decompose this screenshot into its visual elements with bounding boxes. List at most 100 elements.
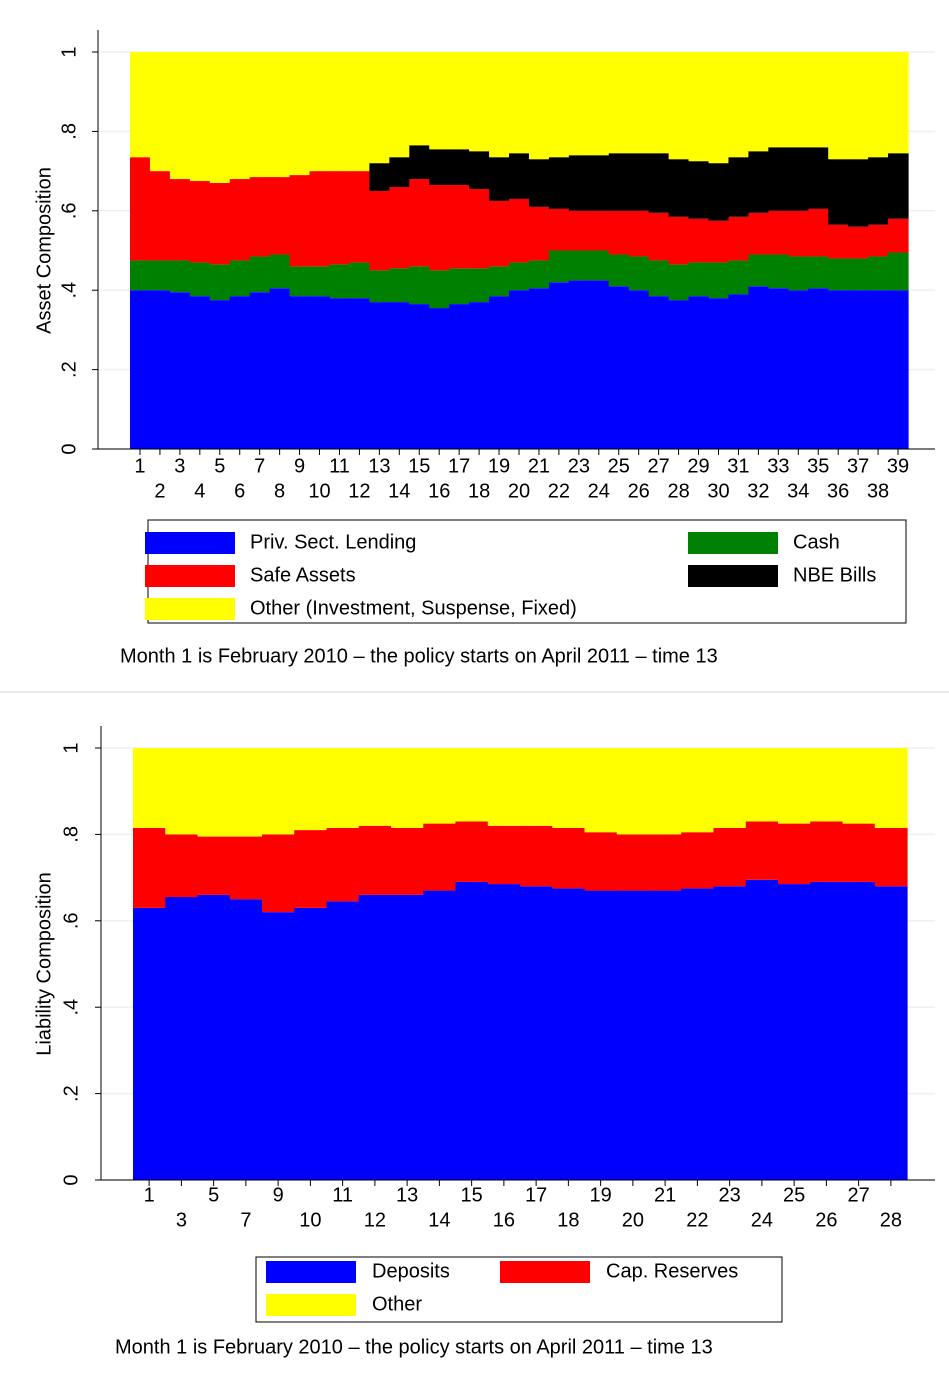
x-tick-label: 3	[174, 455, 185, 477]
bar-segment	[423, 823, 457, 891]
bar-segment	[588, 280, 610, 449]
bar-segment	[229, 836, 263, 900]
legend-label: Priv. Sect. Lending	[250, 531, 416, 553]
bar-segment	[391, 827, 424, 895]
legend-label: Cap. Reserves	[606, 1260, 738, 1282]
bar-segment	[409, 266, 430, 305]
bar-segment	[528, 288, 550, 449]
x-tick-label: 12	[348, 480, 370, 502]
bar-segment	[713, 748, 747, 828]
bar-segment	[788, 256, 809, 291]
bar-segment	[828, 224, 849, 259]
bar-segment	[389, 157, 410, 187]
bar-segment	[728, 157, 750, 217]
x-tick-label: 12	[364, 1209, 386, 1231]
bar-segment	[509, 262, 530, 291]
x-tick-label: 1	[134, 455, 145, 477]
bar-segment	[294, 830, 328, 908]
y-tick-label: 0	[58, 443, 80, 454]
bar-segment	[745, 821, 779, 880]
bar-segment	[169, 179, 191, 261]
x-tick-label: 19	[590, 1184, 612, 1206]
bar-segment	[713, 827, 747, 887]
x-tick-label: 30	[707, 480, 729, 502]
bar-segment	[552, 827, 586, 889]
bar-segment	[309, 266, 331, 297]
bar-segment	[868, 290, 889, 449]
bar-segment	[329, 298, 351, 449]
bar-segment	[748, 212, 769, 255]
bar-segment	[616, 834, 650, 891]
bar-segment	[149, 171, 171, 261]
bar-segment	[423, 890, 457, 1180]
bar-segment	[649, 834, 682, 891]
bar-segment	[309, 52, 331, 172]
legend-swatch	[145, 532, 235, 554]
bar-segment	[455, 881, 489, 1180]
x-tick-label: 16	[493, 1209, 515, 1231]
bar-segment	[149, 52, 171, 172]
bar-segment	[588, 210, 610, 251]
bar-segment	[349, 171, 370, 263]
x-tick-label: 18	[468, 480, 490, 502]
bar-segment	[487, 825, 521, 885]
x-tick-label: 8	[274, 480, 285, 502]
x-tick-label: 1	[144, 1184, 155, 1206]
bar-segment	[842, 823, 876, 882]
x-tick-label: 17	[525, 1184, 547, 1206]
bar-segment	[249, 292, 271, 449]
bar-segment	[449, 149, 470, 185]
bar-segment	[209, 300, 231, 449]
bar-segment	[262, 834, 295, 913]
bar-segment	[888, 218, 909, 253]
bar-segment	[608, 52, 630, 154]
bar-segment	[708, 262, 730, 299]
bar-segment	[389, 268, 410, 303]
x-tick-label: 14	[428, 1209, 450, 1231]
bar-segment	[778, 823, 811, 885]
bar-segment	[309, 296, 331, 449]
bar-segment	[808, 147, 829, 209]
bar-segment	[668, 52, 690, 160]
bar-segment	[489, 200, 510, 267]
bar-segment	[788, 52, 809, 148]
x-tick-label: 15	[461, 1184, 483, 1206]
bar-segment	[708, 163, 730, 221]
x-tick-label: 13	[368, 455, 390, 477]
bar-segment	[874, 886, 908, 1180]
y-axis-title: Liability Composition	[33, 872, 55, 1055]
y-tick-label: .4	[58, 282, 80, 299]
bar-segment	[528, 52, 550, 160]
x-tick-label: 13	[396, 1184, 418, 1206]
x-tick-label: 17	[448, 455, 470, 477]
y-tick-label: .8	[58, 123, 80, 140]
bar-segment	[455, 821, 489, 882]
x-tick-label: 5	[208, 1184, 219, 1206]
bar-segment	[269, 52, 291, 178]
y-tick-label: .6	[58, 202, 80, 219]
bar-segment	[489, 52, 510, 158]
bar-segment	[681, 832, 715, 889]
y-tick-label: .8	[60, 826, 82, 843]
bar-segment	[349, 52, 370, 172]
bar-segment	[568, 155, 590, 211]
bar-segment	[423, 748, 457, 824]
bar-segment	[788, 147, 809, 211]
x-tick-label: 35	[807, 455, 829, 477]
bar-segment	[429, 184, 450, 271]
bar-segment	[868, 52, 889, 158]
bar-segment	[808, 256, 829, 289]
bar-segment	[808, 288, 829, 449]
legend-swatch	[688, 532, 778, 554]
bar-segment	[489, 266, 510, 297]
x-tick-label: 38	[867, 480, 889, 502]
bar-segment	[588, 155, 610, 211]
bar-segment	[449, 52, 470, 150]
bar-segment	[509, 198, 530, 263]
bar-segment	[509, 290, 530, 449]
bar-segment	[713, 886, 747, 1180]
x-tick-label: 21	[654, 1184, 676, 1206]
y-tick-label: .2	[58, 361, 80, 378]
